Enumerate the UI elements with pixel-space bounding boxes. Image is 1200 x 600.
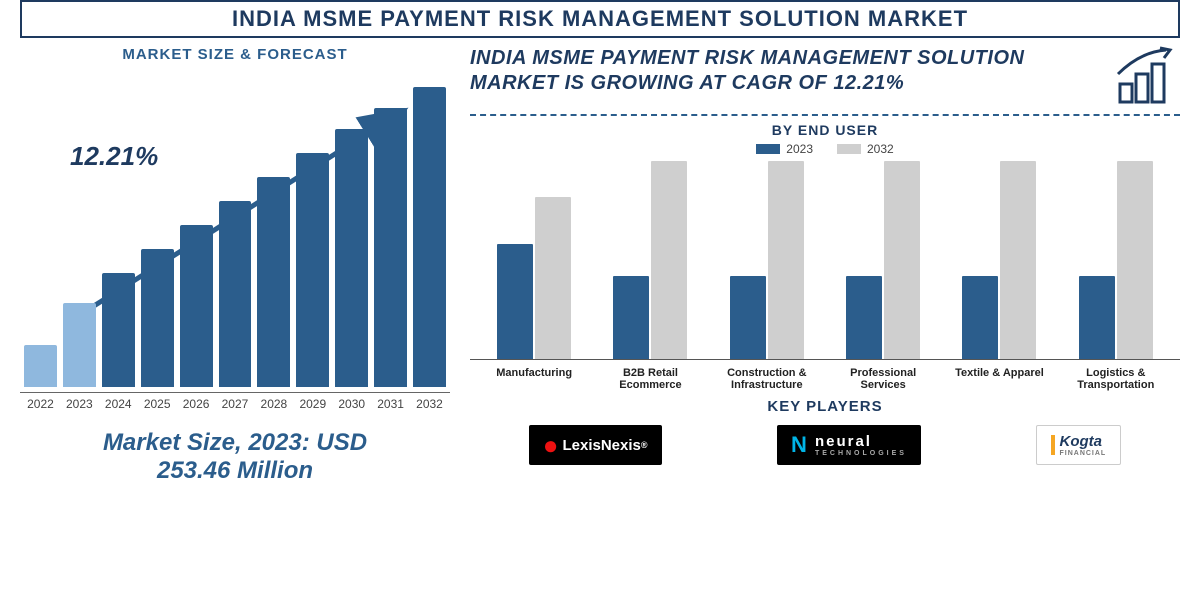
enduser-legend: 2023 2032	[470, 142, 1180, 156]
enduser-bar-2032	[884, 161, 920, 359]
forecast-chart: 12.21% 202220232024202520262027202820292…	[20, 71, 450, 411]
enduser-x-labels: Manufacturing B2B Retail Ecommerce Constru…	[470, 367, 1180, 392]
forecast-bar	[374, 108, 407, 387]
forecast-bar	[180, 225, 213, 387]
enduser-plot	[470, 162, 1180, 360]
forecast-year-label: 2030	[335, 393, 368, 411]
forecast-year-label: 2027	[219, 393, 252, 411]
enduser-bar-2023	[613, 276, 649, 359]
enduser-bar-2023	[962, 276, 998, 359]
growth-chart-icon	[1110, 46, 1180, 106]
forecast-year-label: 2026	[180, 393, 213, 411]
legend-swatch	[756, 144, 780, 154]
forecast-year-label: 2031	[374, 393, 407, 411]
forecast-bar	[335, 129, 368, 387]
logo-bar-icon	[1051, 435, 1055, 455]
forecast-year-label: 2032	[413, 393, 446, 411]
enduser-group	[494, 197, 574, 359]
enduser-bar-2032	[1000, 161, 1036, 359]
enduser-category-label: Manufacturing	[484, 367, 584, 392]
forecast-x-labels: 2022 2023 2024 2025 2026 2027 2028 2029 2030 2031…	[20, 392, 450, 411]
enduser-category-label: Logistics & Transportation	[1066, 367, 1166, 392]
enduser-bar-2023	[1079, 276, 1115, 359]
enduser-category-label: Professional Services	[833, 367, 933, 392]
enduser-bar-2032	[535, 197, 571, 359]
enduser-bar-2032	[1117, 161, 1153, 359]
page-title: INDIA MSME PAYMENT RISK MANAGEMENT SOLUT…	[20, 0, 1180, 38]
forecast-bar	[24, 345, 57, 387]
headline-text: INDIA MSME PAYMENT RISK MANAGEMENT SOLUT…	[470, 46, 1100, 96]
enduser-group	[1076, 161, 1156, 359]
forecast-year-label: 2029	[296, 393, 329, 411]
legend-label: 2023	[786, 142, 813, 156]
logo-kogta-text: Kogta	[1059, 433, 1102, 450]
enduser-chart: Manufacturing B2B Retail Ecommerce Constru…	[470, 162, 1180, 392]
logo-kogta: Kogta FINANCIAL	[1036, 425, 1121, 465]
legend-item: 2023	[756, 142, 813, 156]
forecast-year-label: 2023	[63, 393, 96, 411]
forecast-bar	[257, 177, 290, 387]
forecast-year-label: 2022	[24, 393, 57, 411]
left-column: MARKET SIZE & FORECAST 12.21% 2022202320…	[20, 46, 450, 485]
market-size-line2: 253.46 Million	[20, 457, 450, 485]
forecast-bar	[102, 273, 135, 387]
headline-row: INDIA MSME PAYMENT RISK MANAGEMENT SOLUT…	[470, 46, 1180, 116]
legend-label: 2032	[867, 142, 894, 156]
logo-lexisnexis: ● LexisNexis®	[529, 425, 662, 465]
enduser-category-label: Construction & Infrastructure	[717, 367, 817, 392]
forecast-bar	[296, 153, 329, 387]
forecast-bar	[413, 87, 446, 387]
forecast-bars	[20, 87, 450, 387]
enduser-bar-2032	[768, 161, 804, 359]
market-size-text: Market Size, 2023: USD 253.46 Million	[20, 429, 450, 485]
forecast-year-label: 2024	[102, 393, 135, 411]
logo-neural: N neural TECHNOLOGIES	[777, 425, 921, 465]
enduser-title: BY END USER	[470, 122, 1180, 138]
logo-kogta-sub: FINANCIAL	[1059, 450, 1106, 457]
enduser-bar-2023	[497, 244, 533, 359]
logo-n-icon: N	[791, 432, 809, 458]
enduser-bar-2032	[651, 161, 687, 359]
enduser-group	[843, 161, 923, 359]
right-column: INDIA MSME PAYMENT RISK MANAGEMENT SOLUT…	[470, 46, 1180, 485]
enduser-category-label: Textile & Apparel	[949, 367, 1049, 392]
forecast-year-label: 2025	[141, 393, 174, 411]
legend-swatch	[837, 144, 861, 154]
legend-item: 2032	[837, 142, 894, 156]
key-players-title: KEY PLAYERS	[470, 398, 1180, 415]
enduser-group	[610, 161, 690, 359]
logo-neural-sub: TECHNOLOGIES	[815, 450, 907, 457]
logos-row: ● LexisNexis® N neural TECHNOLOGIES Kogt…	[470, 425, 1180, 465]
enduser-bar-2023	[730, 276, 766, 359]
enduser-group	[959, 161, 1039, 359]
market-size-line1: Market Size, 2023: USD	[20, 429, 450, 457]
enduser-bar-2023	[846, 276, 882, 359]
forecast-bar	[219, 201, 252, 387]
forecast-bar	[141, 249, 174, 387]
forecast-year-label: 2028	[257, 393, 290, 411]
logo-neural-text: neural	[815, 433, 872, 450]
forecast-bar	[63, 303, 96, 387]
content-row: MARKET SIZE & FORECAST 12.21% 2022202320…	[0, 46, 1200, 485]
forecast-subtitle: MARKET SIZE & FORECAST	[20, 46, 450, 63]
enduser-group	[727, 161, 807, 359]
enduser-category-label: B2B Retail Ecommerce	[600, 367, 700, 392]
logo-lexis-text: LexisNexis	[562, 437, 640, 454]
